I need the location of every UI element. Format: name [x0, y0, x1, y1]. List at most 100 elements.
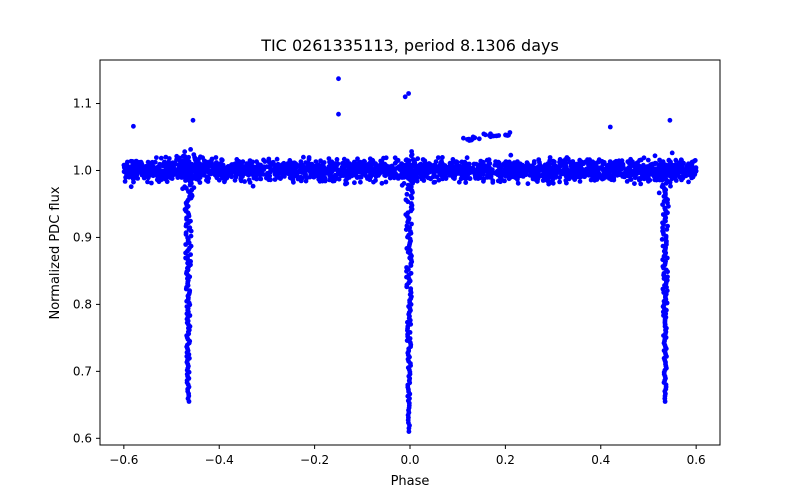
baseline-point [380, 164, 385, 170]
outlier-point [402, 94, 408, 100]
baseline-point [236, 159, 242, 164]
baseline-point [145, 179, 150, 185]
baseline-point [624, 172, 629, 178]
baseline-point [297, 168, 303, 173]
baseline-point [278, 170, 284, 176]
baseline-point [486, 157, 492, 163]
baseline-point [348, 171, 354, 177]
baseline-point [475, 172, 481, 178]
baseline-point [431, 172, 437, 177]
eclipse-point [404, 265, 409, 270]
baseline-point [303, 172, 308, 177]
baseline-point [200, 168, 206, 174]
eclipse-point [662, 187, 667, 193]
eclipse-point [403, 164, 409, 170]
baseline-point [471, 170, 477, 175]
baseline-point [222, 168, 228, 174]
baseline-point [603, 167, 609, 173]
baseline-point [291, 164, 296, 170]
baseline-point [327, 172, 333, 178]
outlier-point [667, 117, 673, 123]
baseline-point [473, 161, 479, 167]
baseline-point [420, 157, 426, 162]
baseline-point [298, 159, 304, 165]
baseline-point [267, 160, 273, 165]
baseline-point [450, 163, 455, 169]
baseline-point [624, 179, 630, 184]
eclipse-point [191, 185, 197, 191]
baseline-point [347, 161, 353, 167]
eclipse-point [405, 182, 411, 188]
baseline-point [298, 163, 303, 169]
baseline-point [329, 168, 335, 174]
baseline-point [139, 168, 144, 173]
baseline-point [311, 174, 317, 180]
eclipse-point [410, 169, 415, 174]
eclipse-point [659, 176, 664, 182]
eclipse-point [667, 180, 673, 185]
baseline-point [340, 166, 346, 172]
baseline-point [242, 170, 248, 175]
baseline-point [611, 177, 617, 183]
baseline-point [673, 178, 679, 183]
baseline-point [693, 168, 699, 174]
baseline-point [245, 166, 251, 172]
eclipse-point [188, 252, 194, 257]
baseline-point [450, 157, 456, 162]
baseline-point [668, 166, 674, 172]
baseline-point [639, 175, 645, 181]
eclipse-point [187, 225, 193, 231]
baseline-point [510, 171, 516, 177]
baseline-point [370, 169, 376, 175]
y-tick-label: 0.6 [73, 431, 92, 445]
eclipse-point [660, 212, 666, 217]
baseline-point [481, 178, 486, 184]
eclipse-point [665, 223, 670, 229]
baseline-point [557, 175, 563, 180]
eclipse-point [189, 193, 195, 199]
data-points [121, 76, 699, 434]
baseline-point [565, 156, 571, 162]
baseline-point [523, 172, 529, 178]
baseline-point [579, 159, 584, 165]
eclipse-point [188, 147, 194, 152]
eclipse-point [665, 274, 670, 280]
baseline-point [590, 160, 596, 166]
baseline-point [318, 158, 323, 164]
baseline-point [403, 157, 409, 163]
baseline-point [490, 169, 496, 175]
baseline-point [591, 176, 596, 182]
eclipse-point [192, 156, 198, 162]
outlier-point [336, 76, 341, 82]
eclipse-point [401, 168, 407, 174]
eclipse-point [188, 233, 194, 239]
baseline-point [193, 161, 199, 166]
baseline-point [314, 163, 320, 169]
baseline-point [435, 155, 441, 161]
x-tick-label: 0.4 [591, 453, 610, 467]
baseline-point [499, 173, 505, 178]
baseline-point [635, 168, 641, 173]
baseline-point [501, 161, 507, 167]
baseline-point [586, 161, 592, 166]
baseline-point [531, 159, 537, 164]
baseline-point [254, 159, 259, 165]
baseline-point [459, 175, 465, 181]
baseline-point [201, 158, 207, 164]
baseline-point [486, 161, 492, 167]
baseline-point [437, 166, 443, 171]
baseline-point [239, 162, 245, 168]
baseline-point [237, 171, 243, 177]
baseline-point [362, 161, 368, 167]
baseline-point [442, 174, 447, 180]
eclipse-point [409, 149, 414, 154]
baseline-point [162, 162, 168, 168]
baseline-point [462, 167, 468, 173]
baseline-point [642, 167, 648, 173]
baseline-point [609, 173, 615, 179]
baseline-point [317, 178, 323, 184]
baseline-point [254, 176, 259, 182]
baseline-point [329, 159, 335, 165]
baseline-point [344, 174, 349, 179]
outlier-point [131, 123, 136, 129]
